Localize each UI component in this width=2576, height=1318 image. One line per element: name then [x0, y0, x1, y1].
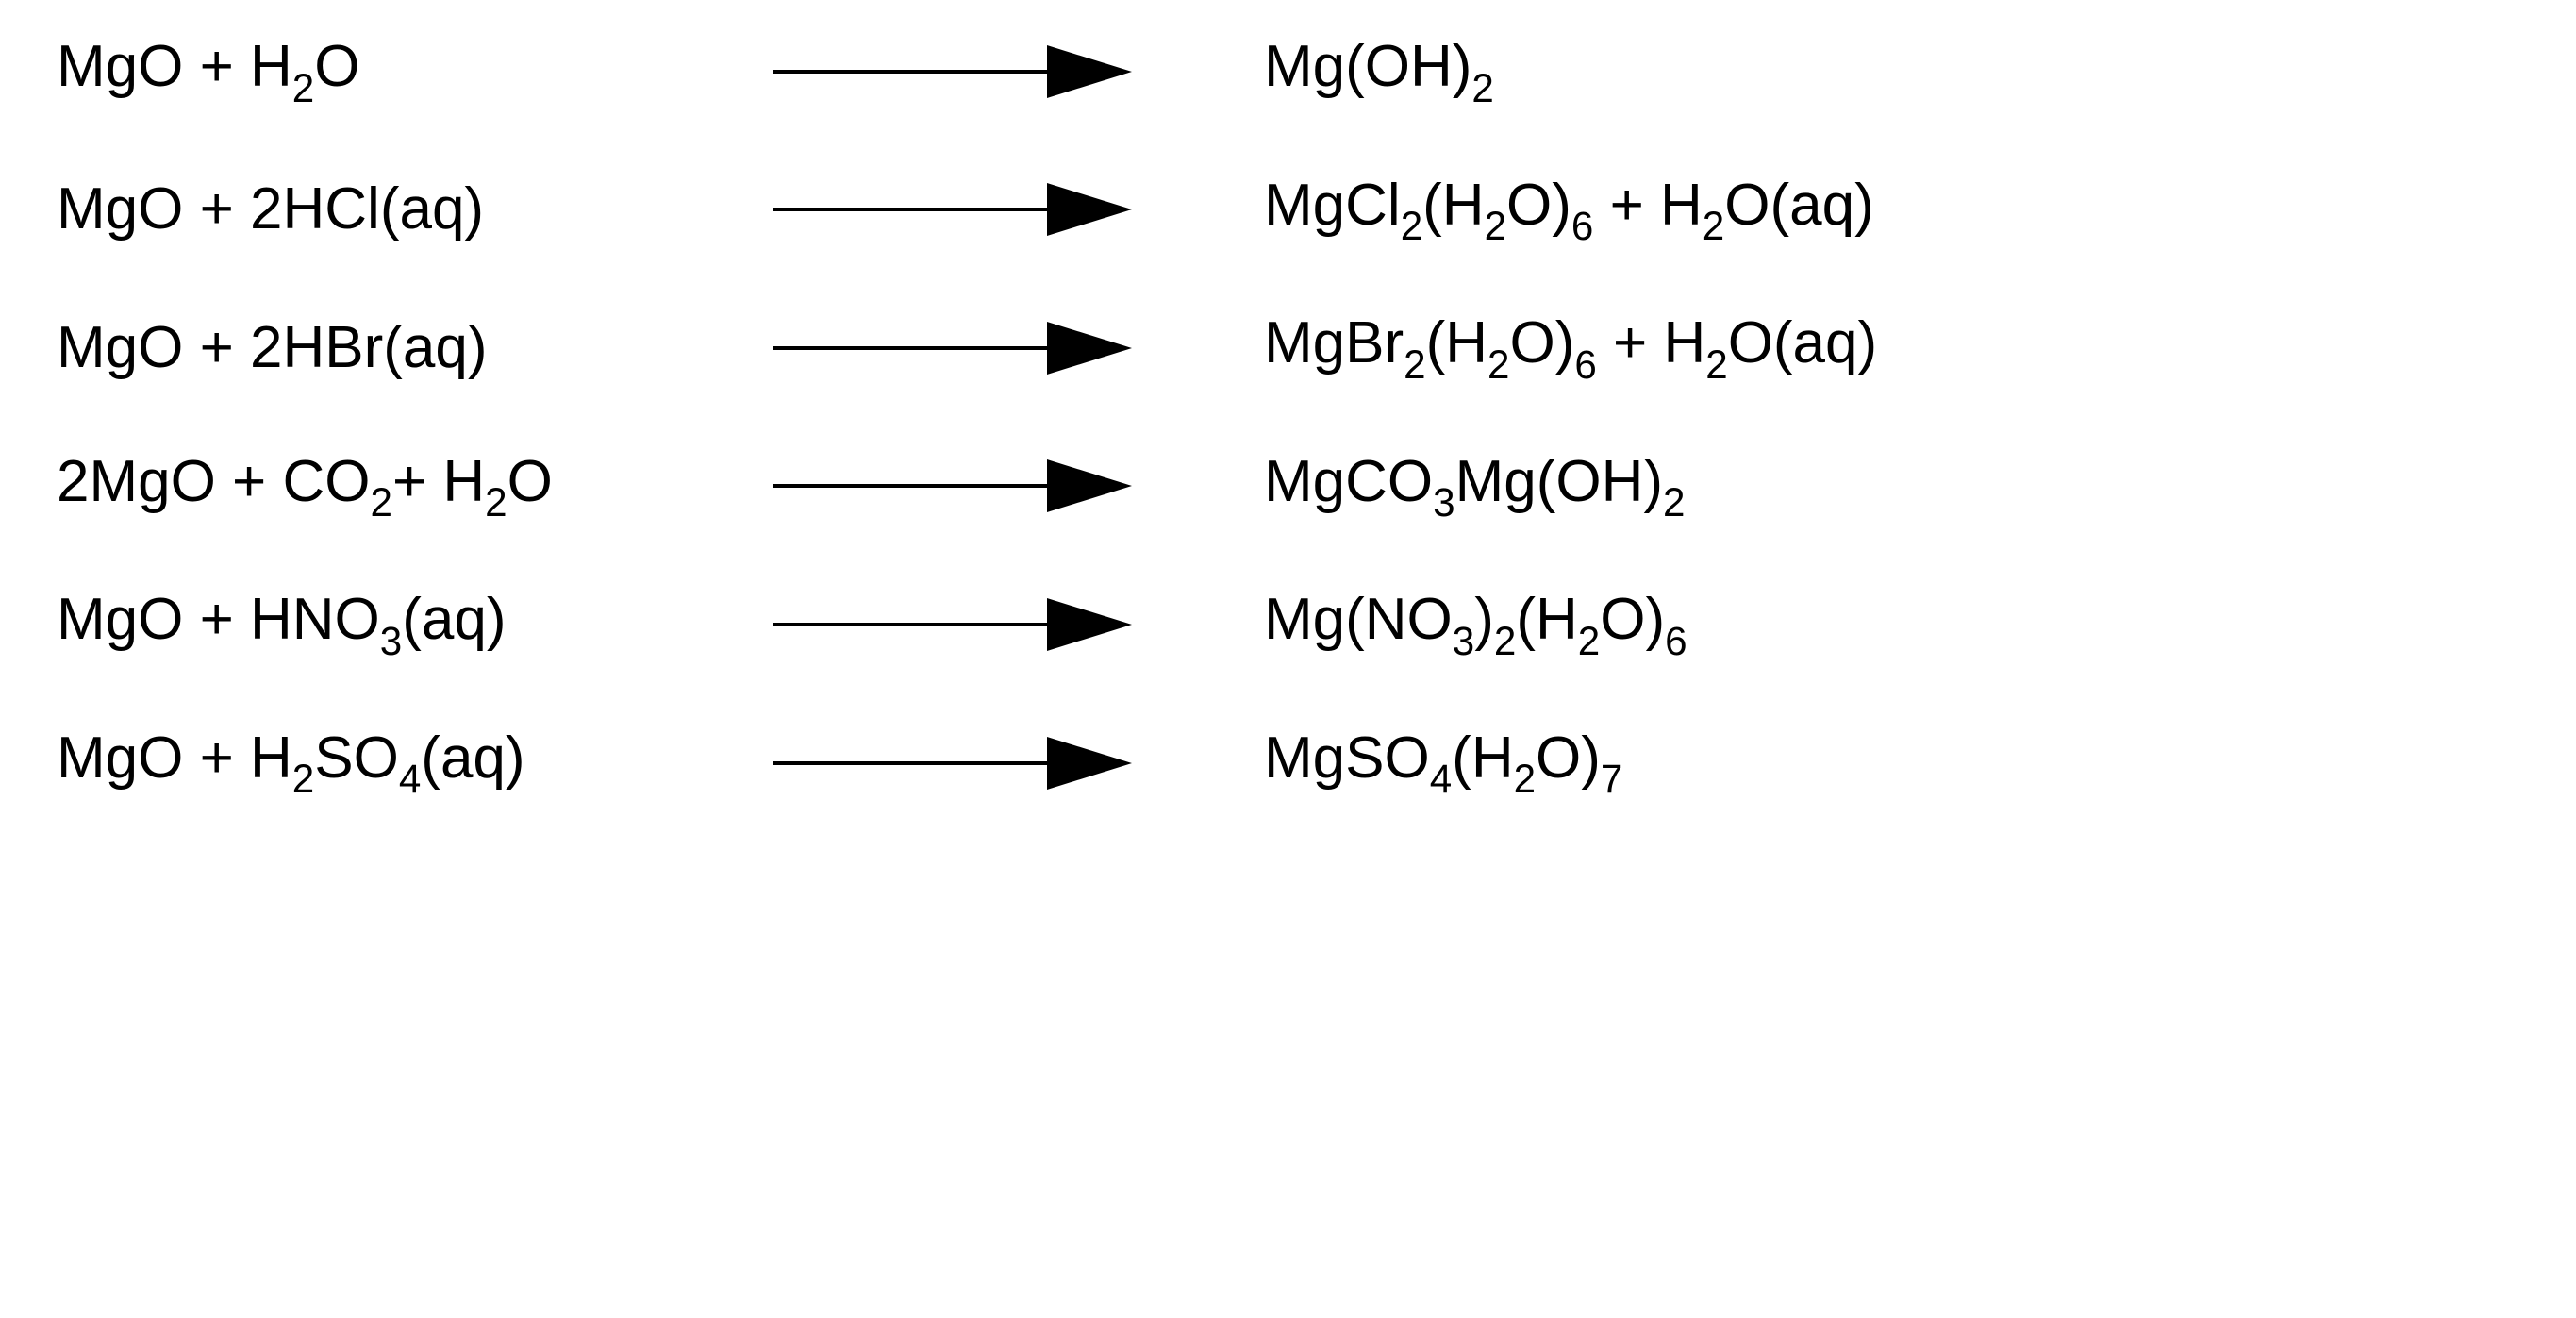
- formula-text: Mg(OH): [1455, 449, 1663, 514]
- subscript: 2: [1471, 66, 1493, 110]
- subscript: 2: [1494, 619, 1516, 663]
- formula-text: O): [1536, 726, 1601, 791]
- formula-text: MgO + HNO: [57, 587, 380, 652]
- subscript: 2: [1663, 480, 1685, 525]
- reaction-arrow-icon: [773, 596, 1132, 653]
- subscript: 3: [1453, 619, 1474, 663]
- formula-text: Mg(OH): [1264, 34, 1471, 99]
- subscript: 2: [1404, 342, 1425, 387]
- arrow-container: [764, 735, 1179, 792]
- formula-text: (H: [1452, 726, 1513, 791]
- reactants: MgO + HNO3(aq): [57, 591, 764, 659]
- products: MgCl2(H2O)6 + H2O(aq): [1179, 176, 1874, 244]
- reaction-arrow-icon: [773, 735, 1132, 792]
- arrow-container: [764, 320, 1179, 376]
- subscript: 3: [380, 619, 402, 663]
- reactants: MgO + 2HCl(aq): [57, 180, 764, 239]
- subscript: 6: [1571, 204, 1593, 248]
- formula-text: O: [507, 449, 553, 514]
- subscript: 2: [1485, 204, 1506, 248]
- subscript: 2: [1487, 342, 1509, 387]
- formula-text: Mg(NO: [1264, 587, 1453, 652]
- arrow-container: [764, 181, 1179, 238]
- formula-text: (aq): [421, 726, 524, 791]
- equation-row: MgO + H2SO4(aq) MgSO4(H2O)7: [57, 729, 2519, 797]
- products: MgSO4(H2O)7: [1179, 729, 1622, 797]
- formula-text: O): [1600, 587, 1665, 652]
- formula-text: MgCO: [1264, 449, 1433, 514]
- subscript: 4: [399, 757, 421, 801]
- formula-text: MgO + H: [57, 726, 292, 791]
- equations-container: MgO + H2OMg(OH)2MgO + 2HCl(aq)MgCl2(H2O)…: [57, 38, 2519, 796]
- reactants: MgO + H2O: [57, 38, 764, 106]
- formula-text: O(aq): [1728, 310, 1877, 375]
- subscript: 2: [485, 480, 507, 525]
- reaction-arrow-icon: [773, 181, 1132, 238]
- subscript: 2: [371, 480, 392, 525]
- formula-text: MgO + 2HBr(aq): [57, 315, 488, 380]
- subscript: 6: [1574, 342, 1596, 387]
- equation-row: 2MgO + CO2+ H2O MgCO3Mg(OH)2: [57, 453, 2519, 521]
- subscript: 2: [1514, 757, 1536, 801]
- formula-text: (H: [1516, 587, 1577, 652]
- subscript: 2: [1401, 204, 1422, 248]
- equation-row: MgO + HNO3(aq) Mg(NO3)2(H2O)6: [57, 591, 2519, 659]
- formula-text: O(aq): [1724, 173, 1873, 238]
- formula-text: + H: [1593, 173, 1702, 238]
- arrow-container: [764, 458, 1179, 514]
- formula-text: + H: [392, 449, 485, 514]
- reactants: MgO + 2HBr(aq): [57, 319, 764, 377]
- subscript: 6: [1665, 619, 1687, 663]
- formula-text: MgO + 2HCl(aq): [57, 176, 484, 242]
- subscript: 4: [1430, 757, 1452, 801]
- formula-text: MgBr: [1264, 310, 1404, 375]
- products: MgBr2(H2O)6 + H2O(aq): [1179, 314, 1877, 382]
- arrow-container: [764, 596, 1179, 653]
- products: MgCO3Mg(OH)2: [1179, 453, 1685, 521]
- equation-row: MgO + 2HBr(aq) MgBr2(H2O)6 + H2O(aq): [57, 314, 2519, 382]
- formula-text: O: [314, 34, 359, 99]
- subscript: 2: [292, 66, 314, 110]
- reactants: MgO + H2SO4(aq): [57, 729, 764, 797]
- formula-text: 2MgO + CO: [57, 449, 371, 514]
- subscript: 7: [1601, 757, 1622, 801]
- formula-text: O): [1506, 173, 1571, 238]
- subscript: 3: [1433, 480, 1454, 525]
- products: Mg(NO3)2(H2O)6: [1179, 591, 1687, 659]
- subscript: 2: [1703, 204, 1724, 248]
- formula-text: (H: [1422, 173, 1484, 238]
- reactants: 2MgO + CO2+ H2O: [57, 453, 764, 521]
- reaction-arrow-icon: [773, 320, 1132, 376]
- products: Mg(OH)2: [1179, 38, 1494, 106]
- subscript: 2: [1705, 342, 1727, 387]
- formula-text: MgCl: [1264, 173, 1401, 238]
- reaction-arrow-icon: [773, 458, 1132, 514]
- formula-text: + H: [1597, 310, 1705, 375]
- subscript: 2: [1578, 619, 1600, 663]
- formula-text: ): [1474, 587, 1494, 652]
- equation-row: MgO + H2O Mg(OH)2: [57, 38, 2519, 106]
- formula-text: MgSO: [1264, 726, 1430, 791]
- arrow-container: [764, 43, 1179, 100]
- formula-text: (aq): [402, 587, 506, 652]
- formula-text: (H: [1426, 310, 1487, 375]
- subscript: 2: [292, 757, 314, 801]
- equation-row: MgO + 2HCl(aq) MgCl2(H2O)6 + H2O(aq): [57, 176, 2519, 244]
- reaction-arrow-icon: [773, 43, 1132, 100]
- formula-text: MgO + H: [57, 34, 292, 99]
- formula-text: SO: [314, 726, 399, 791]
- formula-text: O): [1509, 310, 1574, 375]
